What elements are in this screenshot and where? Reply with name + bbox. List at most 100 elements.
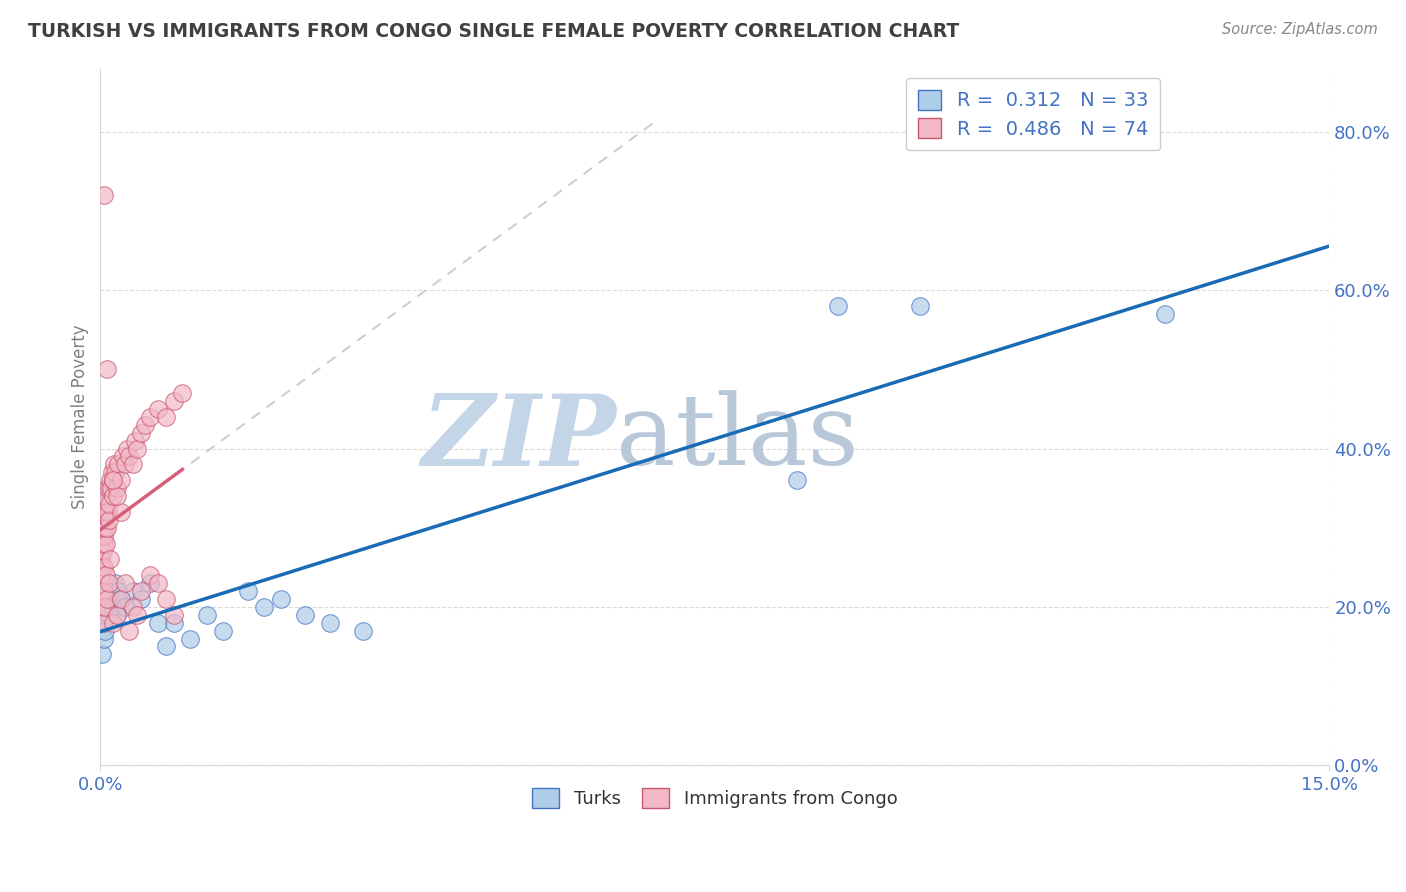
Point	[103, 458, 125, 472]
Point	[100, 584, 122, 599]
Point	[1154, 307, 1177, 321]
Point	[104, 576, 127, 591]
Point	[90, 568, 112, 582]
Point	[91, 615, 114, 630]
Point	[96, 591, 118, 606]
Point	[97, 576, 120, 591]
Point	[270, 591, 292, 606]
Point	[93, 560, 115, 574]
Point	[114, 599, 136, 614]
Point	[94, 568, 117, 582]
Point	[104, 465, 127, 479]
Point	[91, 505, 114, 519]
Legend: Turks, Immigrants from Congo: Turks, Immigrants from Congo	[524, 781, 905, 815]
Point	[93, 615, 115, 630]
Point	[91, 648, 114, 662]
Point	[97, 481, 120, 495]
Point	[96, 362, 118, 376]
Point	[122, 458, 145, 472]
Point	[110, 505, 132, 519]
Point	[101, 599, 124, 614]
Point	[146, 576, 169, 591]
Point	[93, 188, 115, 202]
Point	[91, 599, 114, 614]
Point	[107, 458, 129, 472]
Point	[93, 632, 115, 646]
Point	[93, 513, 115, 527]
Point	[138, 409, 160, 424]
Point	[163, 394, 186, 409]
Point	[122, 599, 145, 614]
Point	[98, 552, 121, 566]
Point	[786, 473, 808, 487]
Point	[101, 473, 124, 487]
Point	[138, 568, 160, 582]
Point	[110, 473, 132, 487]
Point	[155, 591, 177, 606]
Point	[94, 521, 117, 535]
Point	[118, 450, 141, 464]
Point	[105, 607, 128, 622]
Point	[93, 536, 115, 550]
Point	[294, 607, 316, 622]
Point	[93, 528, 115, 542]
Point	[114, 458, 136, 472]
Point	[827, 299, 849, 313]
Point	[114, 576, 136, 591]
Point	[91, 521, 114, 535]
Point	[96, 521, 118, 535]
Point	[90, 552, 112, 566]
Point	[122, 584, 145, 599]
Point	[98, 497, 121, 511]
Point	[115, 442, 138, 456]
Point	[105, 607, 128, 622]
Point	[110, 591, 132, 606]
Point	[94, 489, 117, 503]
Point	[91, 560, 114, 574]
Point	[131, 584, 153, 599]
Point	[118, 624, 141, 638]
Point	[127, 607, 149, 622]
Point	[93, 584, 115, 599]
Point	[93, 497, 115, 511]
Text: Source: ZipAtlas.com: Source: ZipAtlas.com	[1222, 22, 1378, 37]
Point	[163, 615, 186, 630]
Point	[100, 481, 122, 495]
Point	[163, 607, 186, 622]
Point	[98, 591, 121, 606]
Point	[352, 624, 374, 638]
Point	[253, 599, 276, 614]
Point	[91, 521, 114, 535]
Point	[236, 584, 259, 599]
Point	[146, 615, 169, 630]
Point	[93, 513, 115, 527]
Point	[97, 513, 120, 527]
Point	[124, 434, 146, 448]
Y-axis label: Single Female Poverty: Single Female Poverty	[72, 325, 89, 509]
Text: ZIP: ZIP	[422, 390, 616, 486]
Point	[101, 615, 124, 630]
Point	[179, 632, 201, 646]
Point	[134, 417, 156, 432]
Point	[110, 591, 132, 606]
Point	[131, 425, 153, 440]
Text: atlas: atlas	[616, 390, 859, 485]
Point	[105, 489, 128, 503]
Point	[97, 607, 120, 622]
Point	[94, 505, 117, 519]
Point	[138, 576, 160, 591]
Point	[101, 465, 124, 479]
Point	[107, 584, 129, 599]
Point	[127, 442, 149, 456]
Point	[155, 640, 177, 654]
Point	[91, 544, 114, 558]
Text: TURKISH VS IMMIGRANTS FROM CONGO SINGLE FEMALE POVERTY CORRELATION CHART: TURKISH VS IMMIGRANTS FROM CONGO SINGLE …	[28, 22, 959, 41]
Point	[98, 473, 121, 487]
Point	[112, 450, 135, 464]
Point	[908, 299, 931, 313]
Point	[103, 473, 125, 487]
Point	[90, 536, 112, 550]
Point	[195, 607, 218, 622]
Point	[212, 624, 235, 638]
Point	[146, 401, 169, 416]
